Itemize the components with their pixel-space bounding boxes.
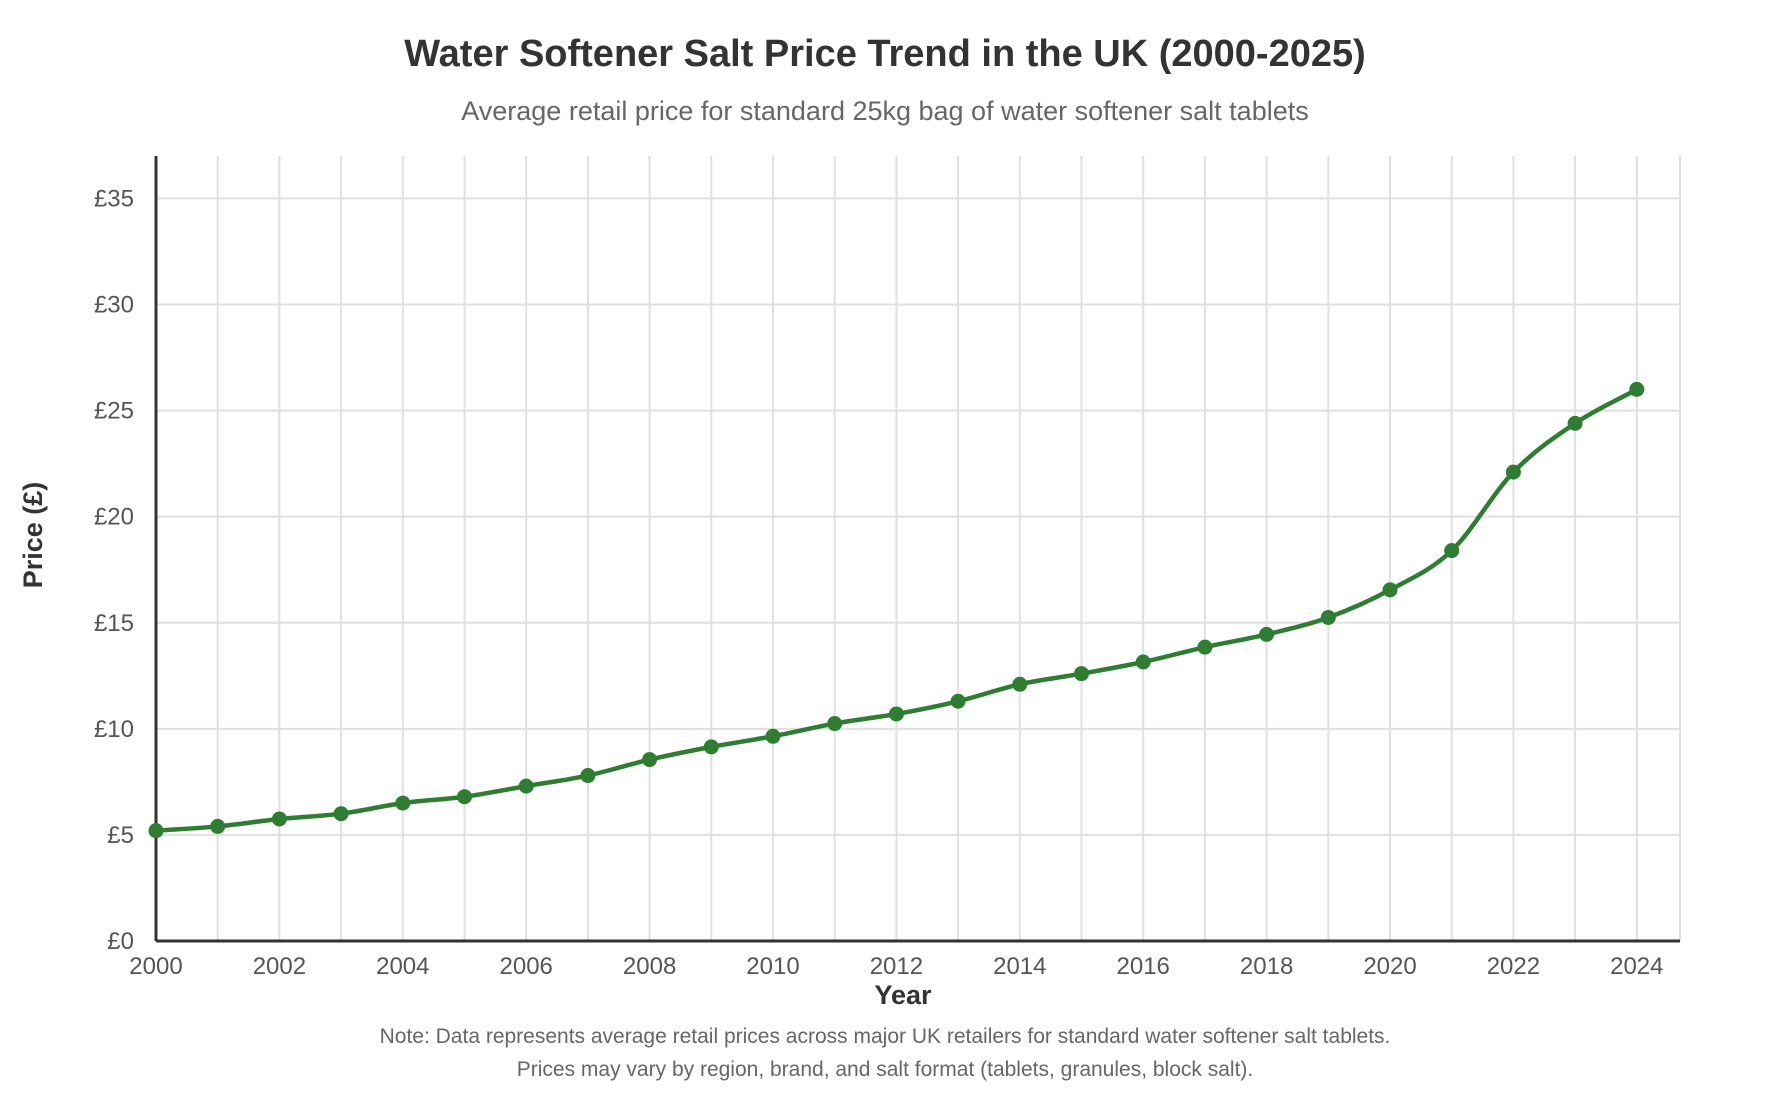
data-point[interactable] [1320,609,1336,625]
note-line-2: Prices may vary by region, brand, and sa… [517,1058,1254,1081]
data-point[interactable] [580,768,596,784]
data-point[interactable] [1135,654,1151,670]
y-tick-label: £5 [107,822,134,849]
x-tick-label: 2008 [623,953,676,980]
y-tick-label: £25 [94,398,134,425]
x-axis-title: Year [874,980,932,1010]
data-point[interactable] [1012,676,1028,692]
data-point[interactable] [1505,464,1521,480]
x-tick-label: 2014 [993,953,1046,980]
data-point[interactable] [765,728,781,744]
y-axis-title: Price (£) [18,482,48,589]
data-point[interactable] [457,789,473,805]
chart-subtitle: Average retail price for standard 25kg b… [461,96,1308,126]
data-point[interactable] [395,795,411,811]
data-point[interactable] [1444,543,1460,559]
x-tick-label: 2004 [376,953,429,980]
x-tick-label: 2000 [129,953,182,980]
y-tick-label: £35 [94,185,134,212]
note-line-1: Note: Data represents average retail pri… [380,1025,1391,1048]
y-tick-label: £0 [107,928,134,955]
data-point[interactable] [703,739,719,755]
data-point[interactable] [1382,582,1398,598]
grid-lines [155,156,1681,942]
data-point[interactable] [148,823,164,839]
x-tick-label: 2022 [1487,953,1540,980]
y-tick-label: £30 [94,292,134,319]
data-point[interactable] [210,818,226,834]
x-tick-label: 2010 [746,953,799,980]
data-point[interactable] [1629,381,1645,397]
data-point[interactable] [1074,666,1090,682]
x-tick-label: 2012 [870,953,923,980]
data-point[interactable] [888,706,904,722]
data-point[interactable] [1259,626,1275,642]
data-point[interactable] [642,752,658,768]
tick-labels: £0 £5 £10 £15 £20 £25 £30 £35 2000 2002 2004 2006 20… [94,185,1664,980]
data-point[interactable] [827,716,843,732]
y-tick-label: £15 [94,610,134,637]
x-tick-label: 2002 [253,953,306,980]
x-tick-label: 2016 [1117,953,1170,980]
x-tick-label: 2018 [1240,953,1293,980]
data-point[interactable] [1567,415,1583,431]
x-tick-label: 2020 [1363,953,1416,980]
data-point[interactable] [1197,639,1213,655]
data-point[interactable] [950,693,966,709]
y-tick-label: £10 [94,716,134,743]
y-tick-label: £20 [94,504,134,531]
data-point[interactable] [518,778,534,794]
data-point[interactable] [333,806,349,822]
axes [154,156,1680,943]
chart-title: Water Softener Salt Price Trend in the U… [404,33,1366,75]
x-tick-label: 2024 [1610,953,1663,980]
x-tick-label: 2006 [500,953,553,980]
series-layer [148,381,1645,839]
data-point[interactable] [271,811,287,827]
